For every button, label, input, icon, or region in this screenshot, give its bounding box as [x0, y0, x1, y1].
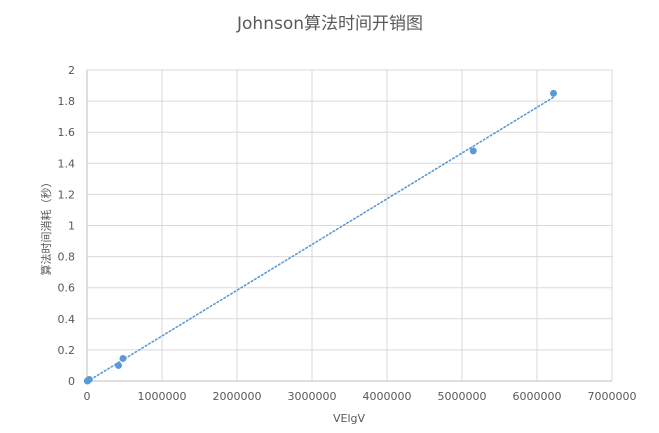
x-axis-title: VElgV [333, 412, 366, 425]
y-tick-label: 0.2 [58, 344, 76, 357]
x-tick-label: 5000000 [438, 390, 487, 403]
y-tick-label: 1.8 [58, 95, 76, 108]
y-tick-label: 1.2 [58, 188, 76, 201]
y-tick-label: 2 [68, 64, 75, 77]
x-tick-label: 0 [84, 390, 91, 403]
grid [87, 69, 613, 381]
y-tick-label: 1.4 [58, 157, 76, 170]
y-tick-label: 1.6 [58, 126, 76, 139]
x-tick-label: 7000000 [588, 390, 637, 403]
data-point [469, 147, 477, 155]
data-point [119, 354, 127, 362]
y-tick-label: 0 [68, 375, 75, 388]
y-tick-label: 0.4 [58, 313, 76, 326]
data-points [83, 89, 557, 385]
x-tick-label: 1000000 [138, 390, 187, 403]
x-tick-label: 4000000 [363, 390, 412, 403]
chart-title: Johnson算法时间开销图 [236, 14, 423, 34]
y-tick-label: 1 [68, 220, 75, 233]
y-axis-title: 算法时间消耗（秒） [39, 177, 53, 276]
data-point [550, 89, 557, 97]
x-tick-label: 3000000 [288, 390, 337, 403]
trendline-layer [86, 96, 555, 383]
data-point [85, 375, 93, 383]
x-tick-label: 2000000 [213, 390, 262, 403]
y-tick-label: 0.8 [58, 251, 76, 264]
y-tick-label: 0.6 [58, 282, 76, 295]
axes: 0 1000000 2000000 3000000 4000000 5000000 6000… [58, 64, 637, 403]
trendline [86, 96, 555, 383]
data-point [115, 361, 122, 369]
x-tick-label: 6000000 [513, 390, 562, 403]
